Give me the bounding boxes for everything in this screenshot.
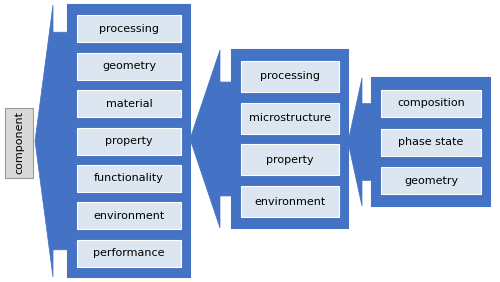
FancyBboxPatch shape [381, 167, 481, 194]
FancyBboxPatch shape [77, 127, 181, 155]
FancyBboxPatch shape [77, 16, 181, 42]
Text: environment: environment [94, 211, 164, 221]
FancyBboxPatch shape [241, 103, 339, 134]
Polygon shape [35, 5, 68, 277]
FancyBboxPatch shape [381, 90, 481, 117]
FancyBboxPatch shape [241, 186, 339, 217]
FancyBboxPatch shape [381, 129, 481, 155]
FancyBboxPatch shape [232, 50, 348, 228]
Text: processing: processing [99, 24, 159, 34]
Text: functionality: functionality [94, 173, 164, 183]
FancyBboxPatch shape [77, 240, 181, 266]
Text: geometry: geometry [102, 61, 156, 71]
Text: component: component [14, 111, 24, 175]
Text: performance: performance [93, 248, 165, 258]
FancyBboxPatch shape [5, 108, 33, 178]
Text: processing: processing [260, 71, 320, 81]
Text: composition: composition [397, 98, 465, 108]
Text: property: property [105, 136, 153, 146]
Text: phase state: phase state [398, 137, 464, 147]
Text: environment: environment [254, 197, 326, 207]
FancyBboxPatch shape [68, 5, 190, 277]
FancyBboxPatch shape [241, 61, 339, 92]
Text: material: material [106, 99, 152, 109]
FancyBboxPatch shape [77, 165, 181, 192]
Polygon shape [190, 50, 232, 228]
FancyBboxPatch shape [77, 202, 181, 229]
FancyBboxPatch shape [77, 53, 181, 80]
FancyBboxPatch shape [241, 144, 339, 175]
Text: property: property [266, 155, 314, 165]
FancyBboxPatch shape [372, 78, 490, 206]
Text: microstructure: microstructure [249, 113, 331, 123]
Text: geometry: geometry [404, 176, 458, 186]
FancyBboxPatch shape [77, 90, 181, 117]
Polygon shape [348, 78, 372, 206]
